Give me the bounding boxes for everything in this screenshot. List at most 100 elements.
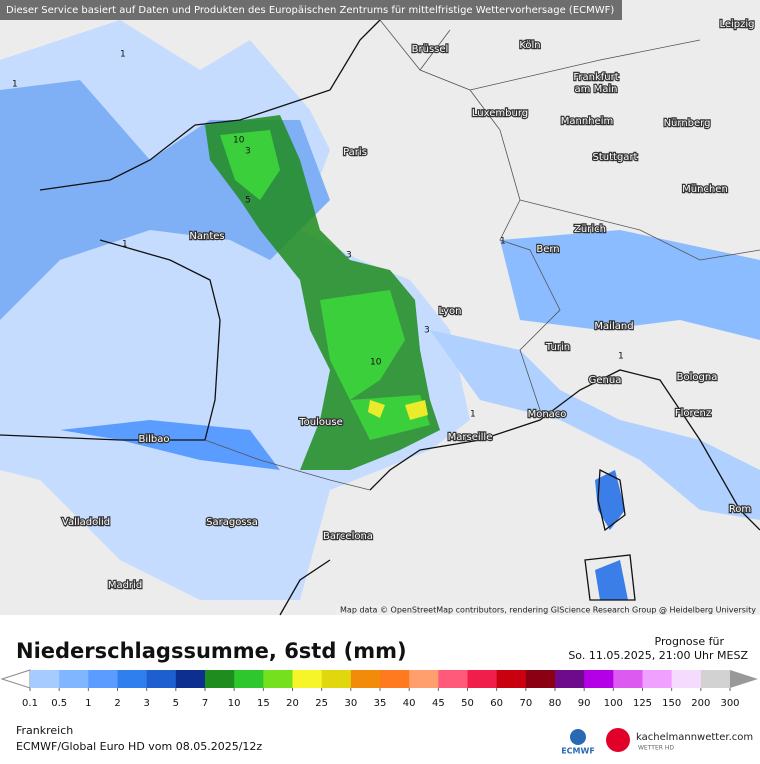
colorbar-label: 0.1	[22, 698, 38, 709]
colorbar-segment	[584, 670, 614, 688]
city-label: Florenz	[675, 408, 711, 419]
city-label: Paris	[343, 147, 367, 158]
city-label: Nürnberg	[664, 118, 711, 129]
forecast-time: So. 11.05.2025, 21:00 Uhr MESZ	[568, 649, 748, 662]
city-label: Bologna	[677, 372, 718, 383]
colorbar-label: 0.5	[51, 698, 67, 709]
city-label: Toulouse	[298, 417, 342, 428]
rain-heavy	[205, 115, 440, 470]
colorbar-segment	[409, 670, 439, 688]
site-name: kachelmannwetter.com	[636, 732, 753, 743]
coastlines	[0, 19, 760, 616]
colorbar-segment	[350, 670, 381, 688]
site-sub: WETTER HD	[638, 745, 674, 752]
contour-label: 1	[500, 237, 506, 247]
city-label: Marseille	[448, 432, 493, 443]
colorbar-segment	[467, 670, 498, 688]
ecmwf-text: ECMWF	[561, 747, 595, 756]
colorbar-label: 25	[315, 698, 328, 709]
region: Frankreich	[16, 724, 73, 737]
contour-label: 3	[346, 251, 352, 261]
city-label: Turin	[545, 342, 570, 353]
city-label: Madrid	[108, 580, 142, 591]
colorbar-label: 35	[374, 698, 387, 709]
colorbar-label: 10	[228, 698, 241, 709]
forecast-label: Prognose für	[655, 635, 725, 648]
city-label: Brüssel	[412, 44, 449, 55]
city-label: Köln	[519, 40, 540, 51]
legend-title: Niederschlagssumme, 6std (mm)	[16, 639, 407, 663]
colorbar-start	[0, 669, 31, 689]
site-logo	[606, 728, 630, 752]
notice: Dieser Service basiert auf Daten und Pro…	[6, 5, 614, 16]
attribution: Map data © OpenStreetMap contributors, r…	[340, 606, 756, 615]
colorbar-label: 50	[461, 698, 474, 709]
model-run: ECMWF/Global Euro HD vom 08.05.2025/12z	[16, 740, 262, 753]
city-label: München	[682, 184, 728, 195]
contour-label: 1	[470, 410, 476, 420]
map: Brüssel Köln Leipzig Frankfurt am Main L…	[0, 0, 760, 616]
colorbar-segment	[380, 670, 410, 688]
ecmwf-logo	[570, 729, 586, 745]
colorbar-end	[730, 670, 758, 688]
borders	[204, 19, 760, 491]
colorbar-segment	[321, 670, 352, 688]
contour-labels: 1 1 3 10 5 3 10 1 1 3 1 1	[12, 50, 624, 420]
colorbar-segment	[496, 670, 527, 688]
city-label: Zürich	[574, 224, 606, 235]
colorbar-segment	[525, 670, 556, 688]
city-label: Rom	[729, 504, 751, 515]
contour-label: 10	[370, 358, 382, 368]
city-labels: Brüssel Köln Leipzig Frankfurt am Main L…	[61, 18, 756, 592]
colorbar-label: 15	[257, 698, 270, 709]
colorbar-segment	[30, 670, 60, 688]
colorbar-label: 5	[173, 698, 179, 709]
colorbar-label: 300	[720, 698, 739, 709]
city-label: Bern	[536, 244, 559, 255]
contour-label: 1	[618, 352, 624, 362]
rain-medium	[0, 420, 280, 470]
colorbar-segment	[234, 670, 264, 688]
colorbar-label: 150	[662, 698, 681, 709]
contour-label: 3	[245, 147, 251, 157]
colorbar-label: 20	[286, 698, 299, 709]
contour-label: 1	[122, 240, 128, 250]
contour-label: 5	[245, 196, 251, 206]
city-label: am Main	[575, 84, 618, 95]
colorbar-segment	[175, 670, 206, 688]
city-label: Valladolid	[62, 517, 110, 528]
colorbar-segment	[642, 670, 673, 688]
colorbar-label: 100	[604, 698, 623, 709]
city-label: Genua	[589, 375, 622, 386]
city-label: Bilbao	[138, 434, 169, 445]
colorbar-segment	[292, 670, 323, 688]
contour-label: 1	[120, 50, 126, 60]
city-label: Frankfurt	[573, 72, 618, 83]
city-label: Nantes	[189, 231, 224, 242]
city-label: Luxemburg	[472, 108, 528, 119]
colorbar-label: 3	[143, 698, 149, 709]
colorbar-label: 7	[202, 698, 208, 709]
colorbar-label: 200	[691, 698, 710, 709]
colorbar-label: 45	[432, 698, 445, 709]
city-label: Leipzig	[719, 19, 754, 30]
colorbar-label: 60	[490, 698, 503, 709]
rain-light	[430, 330, 760, 520]
attribution-bg	[336, 604, 760, 615]
colorbar-label: 1	[85, 698, 91, 709]
city-label: Stuttgart	[593, 152, 638, 163]
rain-heavier	[220, 130, 430, 440]
colorbar-segment	[263, 670, 293, 688]
colorbar-segment	[555, 670, 585, 688]
city-label: Mailand	[594, 321, 633, 332]
notice-bar	[0, 0, 622, 20]
city-label: Mannheim	[561, 116, 613, 127]
colorbar: 0.1 0.5 1 2 3 5 7 10 15 20 25 30 35 40 45 50 60 70 80 90 100…	[0, 669, 758, 709]
colorbar-label: 90	[578, 698, 591, 709]
colorbar-segment	[117, 670, 148, 688]
colorbar-segment	[205, 670, 235, 688]
city-label: Lyon	[438, 306, 461, 317]
colorbar-label: 2	[114, 698, 120, 709]
colorbar-segment	[438, 670, 468, 688]
